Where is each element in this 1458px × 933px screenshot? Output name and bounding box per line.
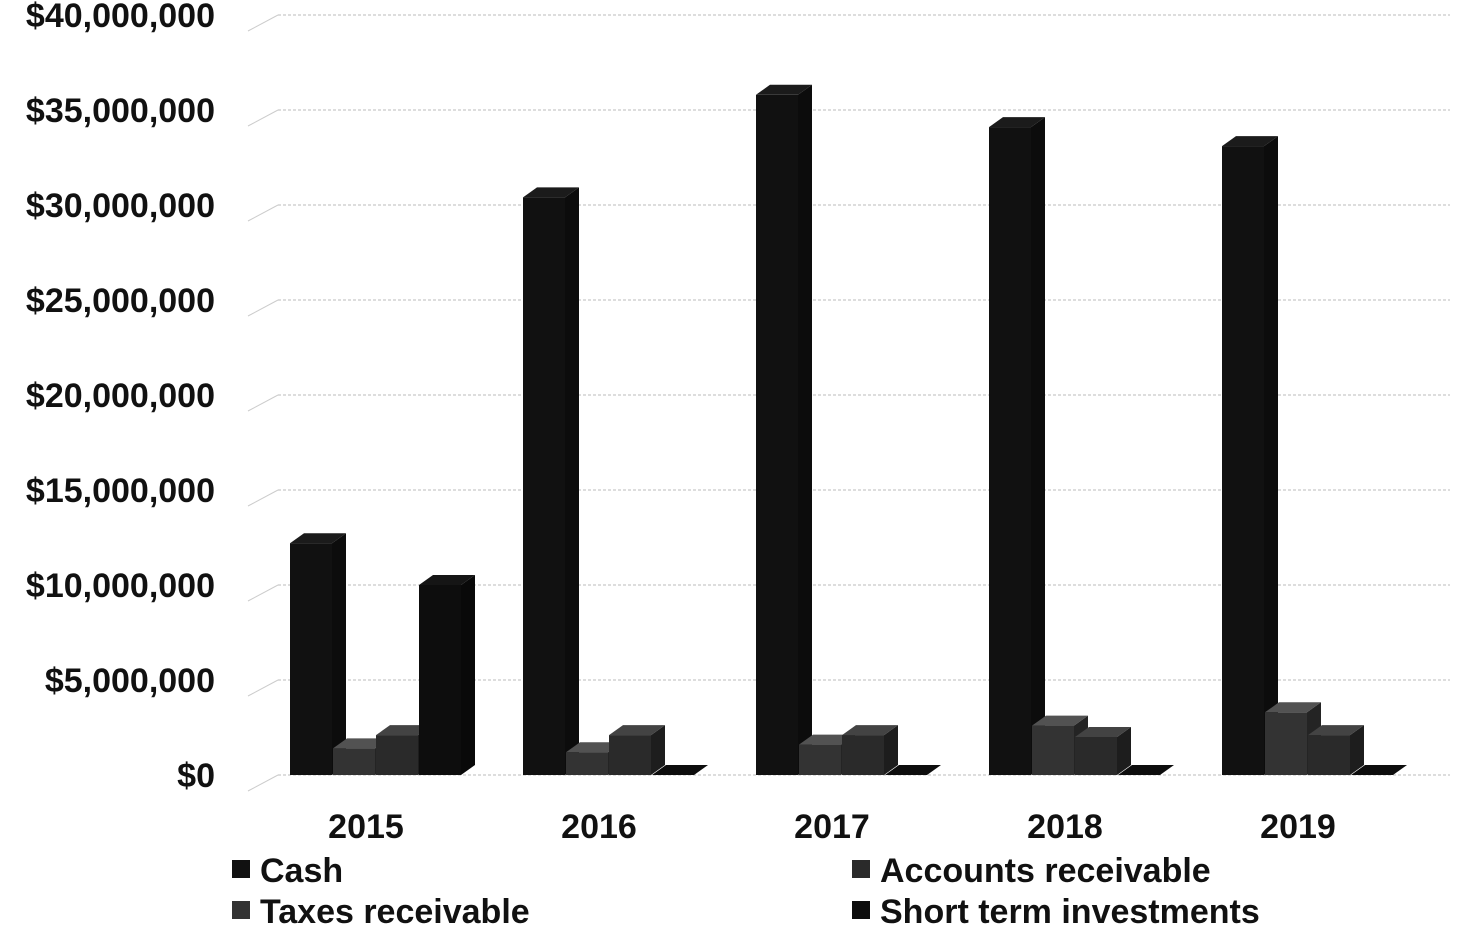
legend-label: Taxes receivable [260, 893, 530, 931]
y-tick-label: $15,000,000 [26, 472, 215, 510]
y-tick-label: $20,000,000 [26, 377, 215, 415]
legend-label: Cash [260, 852, 343, 890]
legend-swatch [852, 860, 870, 878]
gridline-depth [247, 489, 279, 507]
x-tick-label: 2017 [794, 808, 870, 846]
legend-swatch [232, 860, 250, 878]
bar-short-term-investments-2016 [652, 765, 708, 775]
legend-swatch [852, 901, 870, 919]
bars [290, 84, 1407, 776]
y-tick-label: $5,000,000 [45, 662, 215, 700]
bar-accounts-receivable-2019 [1308, 725, 1364, 775]
y-tick-label: $25,000,000 [26, 282, 215, 320]
bar-cash-2018 [989, 117, 1045, 776]
gridline-depth [247, 584, 279, 602]
bar-cash-2016 [523, 187, 579, 775]
bar-short-term-investments-2019 [1351, 765, 1407, 775]
y-tick-label: $0 [177, 757, 215, 795]
gridline-depth [247, 109, 279, 127]
bar-accounts-receivable-2018 [1075, 727, 1131, 775]
gridline-depth [247, 204, 279, 222]
legend-item: Taxes receivable [232, 893, 530, 931]
legend-swatch [232, 901, 250, 919]
legend-item: Accounts receivable [852, 852, 1211, 890]
x-tick-label: 2015 [328, 808, 404, 846]
bar-short-term-investments-2018 [1118, 765, 1174, 775]
y-tick-label: $10,000,000 [26, 567, 215, 605]
bar-cash-2015 [290, 533, 346, 775]
y-tick-label: $30,000,000 [26, 187, 215, 225]
bar-cash-2019 [1222, 136, 1278, 776]
gridline-depth [247, 679, 279, 697]
y-axis-ticks: $0 $5,000,000 $10,000,000 $15,000,000 $20,00… [26, 0, 215, 795]
legend-label: Accounts receivable [880, 852, 1211, 890]
y-tick-label: $40,000,000 [26, 0, 215, 35]
legend-label: Short term investments [880, 893, 1260, 931]
bar-accounts-receivable-2017 [842, 725, 898, 775]
y-tick-label: $35,000,000 [26, 92, 215, 130]
bar-short-term-investments-2015 [419, 575, 475, 775]
bar-cash-2017 [756, 84, 812, 776]
legend: Cash Accounts receivable Taxes receivable S… [232, 852, 1260, 931]
gridline-depth [247, 299, 279, 317]
x-tick-label: 2018 [1027, 808, 1103, 846]
bar-short-term-investments-2017 [885, 765, 941, 775]
x-tick-label: 2016 [561, 808, 637, 846]
legend-item: Short term investments [852, 893, 1260, 931]
x-tick-label: 2019 [1260, 808, 1336, 846]
legend-item: Cash [232, 852, 343, 890]
gridline-depth [247, 394, 279, 412]
gridline-depth [247, 14, 279, 32]
gridline-depth [247, 774, 279, 792]
x-axis-ticks: 2015 2016 2017 2018 2019 [328, 808, 1336, 846]
bar-accounts-receivable-2016 [609, 725, 665, 775]
